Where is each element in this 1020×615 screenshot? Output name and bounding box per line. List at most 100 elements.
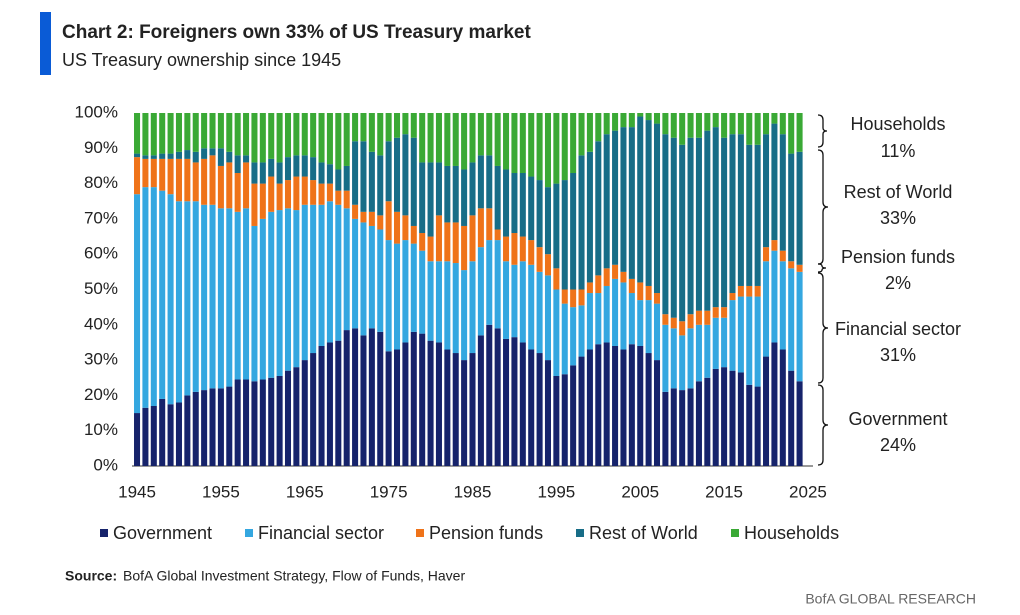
bar-segment [251,183,258,226]
bar-segment [201,148,208,159]
bar-segment [737,296,744,373]
annotation: 33% [880,208,916,228]
annotation: 31% [880,345,916,365]
x-tick-label: 1945 [118,482,156,501]
bar-segment [284,370,292,466]
bar-segment [721,367,728,466]
bar-segment [234,211,241,380]
bar-segment [167,194,174,405]
legend-label: Government [113,523,212,543]
bar-segment [519,173,526,237]
bar-segment [612,264,619,279]
bar-segment [377,229,384,332]
bar-segment [544,113,551,188]
bar-segment [318,183,325,205]
bar-segment [737,113,744,135]
bar-segment [343,113,350,166]
x-tick-label: 1955 [202,482,240,501]
bar-segment [310,353,317,466]
bar-segment [209,388,216,466]
bar-segment [519,261,526,343]
bar-segment [570,113,577,174]
bar-segment [712,368,719,466]
bar-segment [192,151,199,163]
bar-segment [368,151,375,212]
bar-segment [419,162,426,234]
bar-segment [612,130,619,265]
bar-segment [167,113,174,154]
bar-segment [536,271,543,354]
bar-segment [226,162,233,209]
bar-segment [410,137,417,226]
bar-segment [637,300,644,346]
bar-segment [326,201,333,343]
bar-segment [570,365,577,466]
bar-segment [167,153,174,159]
bar-segment [368,113,375,152]
bar-segment [293,176,300,211]
bar-segment [544,187,551,255]
bar-segment [184,150,191,159]
bar-segment [612,345,619,466]
bar-segment [301,155,308,177]
bar-segment [326,164,333,184]
bar-segment [511,113,518,174]
bar-segment [284,208,292,371]
bar-segment [159,153,166,159]
bar-segment [184,395,191,466]
bar-segment [360,141,367,212]
bar-segment [695,113,702,138]
bar-segment [771,123,778,241]
bar-segment [360,211,367,223]
bar-segment [268,377,275,466]
bar-segment [679,113,686,145]
bar-segment [653,293,661,304]
x-tick-label: 2005 [621,482,659,501]
bar-segment [561,374,568,466]
bar-segment [134,113,141,154]
bar-segment [259,379,266,466]
bar-segment [603,268,610,286]
bar-segment [251,381,258,466]
bar-segment [326,342,333,466]
bar-segment [695,310,702,325]
bar-segment [779,134,786,251]
bar-segment [326,183,333,202]
bar-segment [335,113,342,170]
bar-segment [679,321,686,336]
bar-segment [477,155,484,209]
bar-segment [528,113,535,177]
bar-segment [603,113,610,135]
bar-segment [737,134,744,286]
bar-segment [788,153,795,262]
bar-segment [259,113,266,163]
brace [817,149,829,265]
y-tick-label: 20% [84,385,118,404]
bar-segment [385,201,392,241]
bar-segment [142,113,149,156]
bar-segment [687,137,694,315]
bar-segment [662,391,669,466]
bar-segment [511,173,518,234]
bar-segment [586,113,593,152]
bar-segment [352,141,359,205]
bar-segment [653,360,661,466]
bar-segment [209,204,216,389]
bar-segment [427,261,434,341]
x-tick-label: 1985 [454,482,492,501]
bar-segment [628,127,635,279]
bar-segment [645,285,652,301]
braces [817,114,829,466]
bar-segment [217,113,224,149]
bar-segment [477,247,484,336]
bar-segment [620,349,627,466]
bar-segment [746,296,753,385]
bar-segment [175,201,182,403]
bar-segment [662,113,669,135]
y-tick-label: 10% [84,420,118,439]
bar-segment [477,113,484,156]
bar-segment [544,254,551,276]
bar-segment [159,113,166,154]
bar-segment [276,162,283,184]
